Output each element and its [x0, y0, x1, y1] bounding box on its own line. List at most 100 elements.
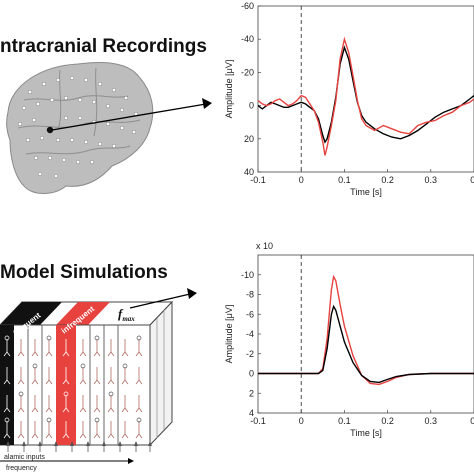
input-arrowhead [86, 441, 90, 446]
series-line [258, 304, 474, 384]
x-tick-label: 0.3 [425, 175, 438, 185]
x-tick-label: 0.1 [338, 416, 351, 426]
electrode-dot [97, 141, 103, 147]
frequency-axis-arrowhead [128, 458, 134, 464]
y-axis-label: Amplitude [μV] [224, 60, 234, 119]
electrode-dot [49, 97, 55, 103]
thalamic-input-arrows [6, 441, 152, 452]
electrode-dot [69, 137, 75, 143]
x-axis-label: Time [s] [350, 187, 382, 197]
electrode-dot [35, 101, 41, 107]
electrode-dot [37, 171, 43, 177]
neuron-glyph [62, 391, 70, 413]
neuron-glyph [31, 395, 39, 413]
model-simulations-title: Model Simulations [0, 262, 168, 283]
electrode-dot [63, 95, 69, 101]
electrode-dot [69, 75, 75, 81]
brain-shape [6, 62, 154, 194]
neuron-glyph [107, 339, 115, 357]
brain-illustration [6, 62, 212, 194]
neuron-glyph [3, 417, 11, 439]
neuron-glyph [135, 395, 143, 413]
neuron-glyph [17, 367, 25, 385]
electrode-dot [55, 137, 61, 143]
electrode-dot [77, 97, 83, 103]
electrode-dot [105, 103, 111, 109]
electrode-dots [17, 75, 139, 179]
neuron-glyph [62, 339, 70, 357]
neuron-glyph [121, 395, 129, 413]
electrode-dot [111, 143, 117, 149]
electrode-dot [55, 77, 61, 83]
electrode-dot [97, 81, 103, 87]
electrode-dot [53, 173, 59, 179]
electrode-dot [63, 115, 69, 121]
neuron-glyph [31, 421, 39, 439]
electrode-dot [47, 155, 53, 161]
neuron-glyph [135, 335, 143, 357]
pointer-arrowhead-top [202, 98, 212, 109]
electrode-dot [105, 121, 111, 127]
x-tick-label: -0.1 [250, 175, 266, 185]
neuron-glyph [45, 335, 53, 357]
y-tick-label: -20 [241, 67, 254, 77]
electrode-dot [75, 159, 81, 165]
neuron-glyph [17, 391, 25, 413]
y-tick-label: 40 [244, 167, 254, 177]
electrode-dot [77, 115, 83, 121]
y-tick-label: -2 [246, 349, 254, 359]
neuron-glyph [17, 339, 25, 357]
y-tick-label: 0 [249, 101, 254, 111]
electrode-dot [25, 137, 31, 143]
neuron-glyph [135, 417, 143, 439]
input-arrowhead [148, 441, 152, 446]
pointer-arrow-top [51, 103, 207, 131]
electrode-dot [119, 107, 125, 113]
electrode-dot [41, 81, 47, 87]
electrode-dot [91, 99, 97, 105]
input-arrowhead [38, 441, 42, 446]
neuron-glyph [93, 367, 101, 385]
neuron-glyph [3, 367, 11, 385]
infrequent-column [56, 325, 76, 445]
neuron-glyph [79, 339, 87, 357]
electrode-dot [89, 159, 95, 165]
input-arrowhead [70, 441, 74, 446]
electrode-dot [83, 77, 89, 83]
neuron-glyph [121, 421, 129, 439]
y-tick-label: 0 [249, 369, 254, 379]
plot-area [257, 254, 474, 414]
electrode-dot [27, 89, 33, 95]
electrode-dot [61, 157, 67, 163]
x-tick-label: 0. [470, 175, 474, 185]
neuron-glyph [93, 335, 101, 357]
plot-area [257, 5, 474, 173]
f-max-label: fmax [118, 306, 135, 323]
x-tick-label: -0.1 [250, 416, 266, 426]
electrode-dot [83, 139, 89, 145]
neuron-glyph [135, 367, 143, 385]
column-model-illustration: frequent infrequent fmax alamic inputs f… [0, 288, 197, 472]
y-tick-label: -6 [246, 309, 254, 319]
neuron-glyph [45, 395, 53, 413]
infrequent-top-band [56, 302, 110, 325]
thalamic-inputs-label: alamic inputs [4, 454, 45, 461]
neuron-glyph [107, 391, 115, 413]
neuron-glyph [3, 335, 11, 357]
frequent-top-band [0, 302, 62, 325]
neuron-glyph [107, 421, 115, 439]
y-tick-label: 20 [244, 134, 254, 144]
neuron-glyph [45, 367, 53, 385]
y-tick-label: 4 [249, 408, 254, 418]
y-tick-label: 2 [249, 388, 254, 398]
y-tick-label: -8 [246, 290, 254, 300]
x-tick-label: 0. [470, 416, 474, 426]
y-tick-label: -10 [241, 270, 254, 280]
electrode-dot [123, 95, 129, 101]
pointer-arrowhead-bottom [187, 288, 197, 299]
input-arrowhead [22, 441, 26, 446]
x-tick-label: 0.2 [381, 175, 394, 185]
x-tick-label: 0.1 [338, 175, 351, 185]
frequent-column [0, 325, 14, 445]
